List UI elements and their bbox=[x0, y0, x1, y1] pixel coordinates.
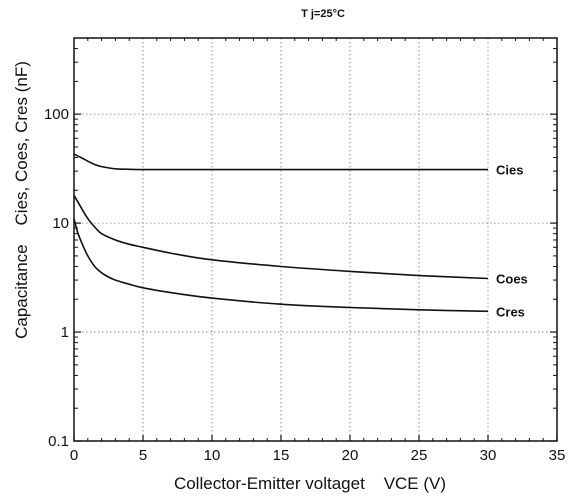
series-line-coes bbox=[73, 194, 489, 280]
x-tick-label: 0 bbox=[70, 447, 78, 464]
plot-frame bbox=[73, 37, 558, 442]
ticks-layer: 0 5 10 15 20 25 30 35 0.1 1 10 100 bbox=[44, 38, 565, 464]
x-tick-label: 20 bbox=[342, 447, 359, 464]
x-tick-label: 15 bbox=[273, 447, 290, 464]
y-tick-label: 10 bbox=[52, 215, 69, 232]
x-tick-label: 25 bbox=[411, 447, 428, 464]
series-line-cres bbox=[73, 218, 489, 313]
y-axis-title: Capacitance Cies, Coes, Cres (nF) bbox=[12, 61, 31, 339]
series-label-cres: Cres bbox=[496, 304, 525, 319]
y-tick-label: 0.1 bbox=[48, 433, 69, 450]
curves-layer: Cies Coes Cres bbox=[73, 153, 528, 319]
x-tick-label: 30 bbox=[480, 447, 497, 464]
chart-title: T j=25°C bbox=[301, 8, 345, 20]
series-label-cies: Cies bbox=[496, 163, 523, 178]
x-tick-label: 35 bbox=[549, 447, 566, 464]
x-tick-label: 5 bbox=[139, 447, 147, 464]
x-tick-label: 10 bbox=[204, 447, 221, 464]
series-line-cies bbox=[73, 153, 488, 171]
grid-layer bbox=[74, 38, 557, 441]
y-tick-label: 100 bbox=[44, 106, 69, 123]
series-label-coes: Coes bbox=[496, 272, 528, 287]
x-axis-title: Collector-Emitter voltaget VCE (V) bbox=[174, 474, 446, 493]
y-tick-label: 1 bbox=[61, 324, 69, 341]
